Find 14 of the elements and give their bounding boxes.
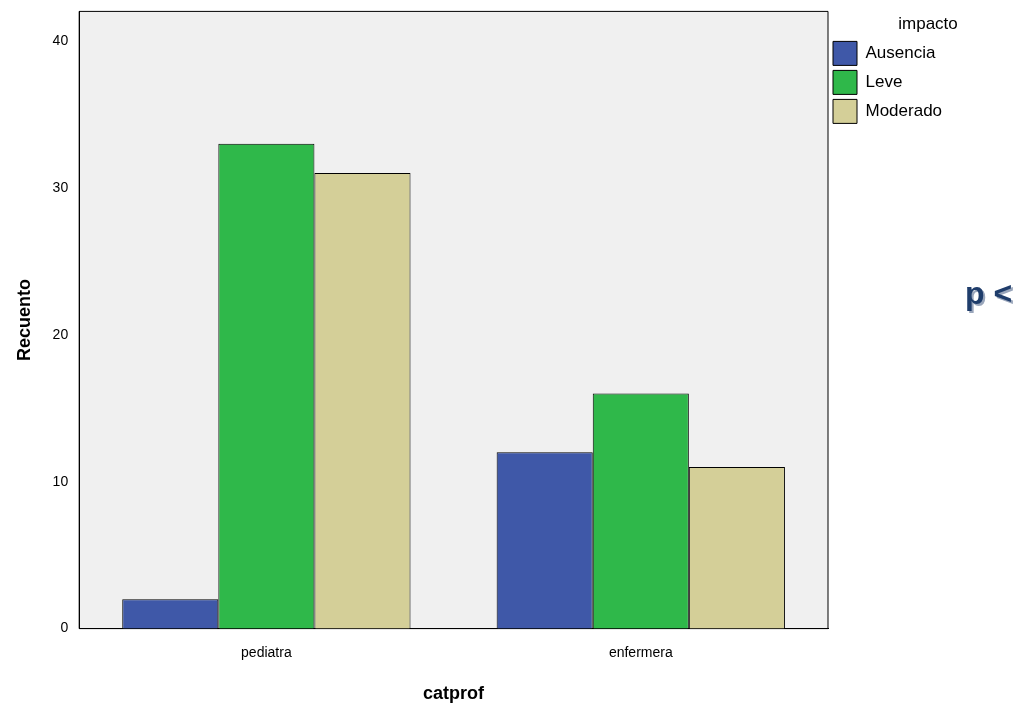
y-tick-label: 20	[52, 325, 69, 342]
x-tick-label: enfermera	[608, 643, 673, 660]
legend-label: Ausencia	[865, 43, 936, 63]
y-tick-label: 10	[52, 472, 69, 489]
x-tick-label: pediatra	[241, 643, 292, 660]
y-axis-title: Recuento	[13, 278, 34, 362]
legend-title: impacto	[898, 14, 958, 34]
y-tick-label: 30	[52, 178, 69, 195]
y-tick-label: 40	[52, 31, 69, 48]
x-axis-title: catprof	[423, 683, 486, 704]
text: p <	[965, 274, 1013, 311]
legend-label: Leve	[865, 72, 903, 92]
legend-label: Moderado	[865, 101, 943, 121]
y-tick-label: 0	[60, 619, 69, 636]
